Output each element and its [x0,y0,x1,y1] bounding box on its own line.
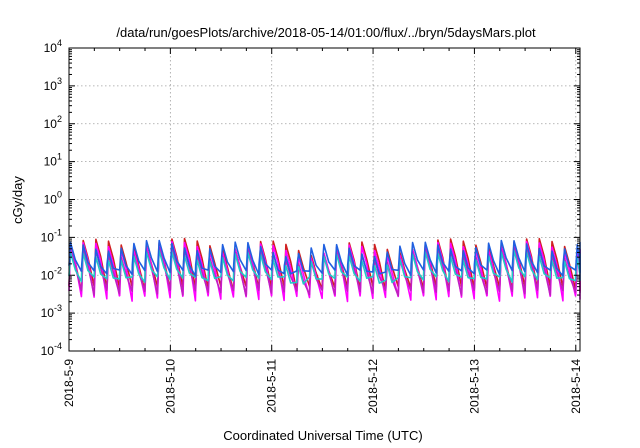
series-group [68,237,581,303]
x-tick-label: 2018-5-12 [366,359,380,414]
series-line-4 [68,249,581,285]
x-tick-label: 2018-5-10 [163,359,177,414]
y-tick-label: 10-3 [41,303,62,320]
y-tick-label: 10-4 [41,341,62,358]
axes: 10-4 10-3 10-2 10-1 100 101 102 103 104 2018-5-9 2… [41,38,583,414]
x-tick-label: 2018-5-11 [265,359,279,413]
x-tick-label: 2018-5-13 [467,359,481,414]
y-tick-label: 102 [44,114,62,131]
y-axis-label: cGy/day [10,176,25,224]
y-tick-label: 101 [44,152,62,169]
y-tick-label: 100 [44,190,62,207]
y-tick-label: 103 [44,76,62,93]
y-tick-label: 10-2 [41,265,62,282]
series-line-5 [68,239,581,277]
grid-lines [69,48,580,351]
x-tick-label: 2018-5-9 [62,359,76,407]
y-tick-label: 10-1 [41,227,62,244]
chart-title: /data/run/goesPlots/archive/2018-05-14/0… [116,25,536,40]
x-tick-label: 2018-5-14 [569,359,583,414]
x-axis-label: Coordinated Universal Time (UTC) [223,428,422,443]
series-line-3 [68,246,581,297]
y-tick-label: 104 [44,38,62,55]
